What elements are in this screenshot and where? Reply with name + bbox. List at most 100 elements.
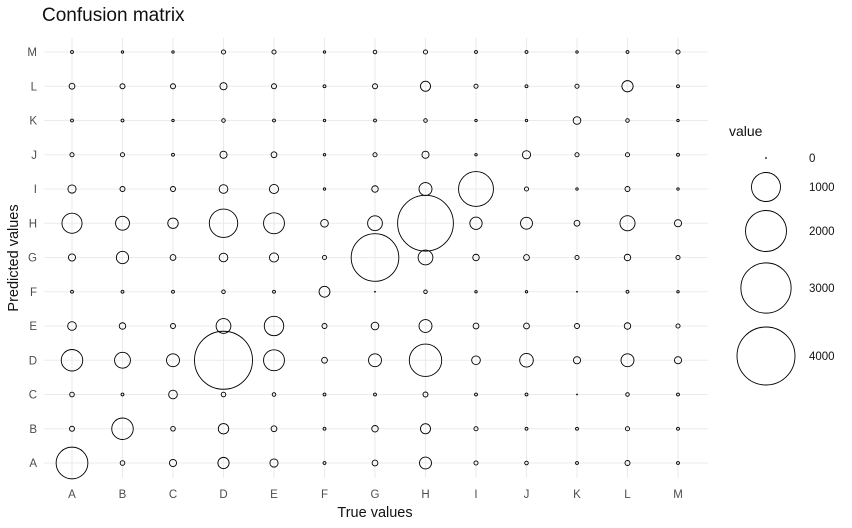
- bubble-m-b: [676, 426, 680, 431]
- bubble-b-a: [119, 460, 126, 466]
- x-tick-label: B: [119, 489, 127, 501]
- bubble-d-g: [218, 252, 229, 263]
- bubble-h-i: [418, 182, 433, 196]
- x-tick-label: H: [421, 489, 429, 501]
- bubble-b-c: [120, 392, 125, 397]
- bubble-d-h: [208, 208, 239, 238]
- x-tick-label: A: [68, 489, 76, 501]
- bubble-l-a: [624, 460, 631, 466]
- bubble-j-a: [524, 460, 529, 466]
- bubble-m-e: [675, 323, 681, 329]
- bubble-d-f: [221, 289, 226, 294]
- bubble-c-f: [171, 289, 175, 294]
- bubble-b-i: [119, 186, 126, 192]
- bubble-b-f: [120, 289, 125, 294]
- x-tick-label: J: [524, 489, 530, 501]
- bubble-b-h: [115, 215, 130, 231]
- bubble-i-i: [458, 171, 494, 207]
- y-tick-label: M: [27, 47, 37, 59]
- bubble-e-m: [271, 49, 277, 55]
- bubble-b-l: [119, 83, 126, 90]
- bubble-i-j: [474, 153, 478, 157]
- bubble-i-d: [471, 355, 481, 366]
- bubble-l-c: [625, 392, 630, 397]
- bubble-d-c: [220, 391, 227, 398]
- bubble-l-d: [620, 353, 635, 368]
- x-axis-title: True values: [337, 505, 412, 521]
- y-tick-label: G: [28, 253, 37, 265]
- bubble-f-l: [322, 84, 327, 89]
- bubble-g-f: [374, 290, 376, 293]
- legend-label: 4000: [809, 351, 835, 363]
- bubble-g-a: [371, 459, 379, 467]
- y-tick-label: A: [29, 458, 37, 470]
- bubble-h-c: [422, 391, 429, 398]
- bubble-c-m: [171, 50, 175, 54]
- bubble-j-g: [523, 254, 530, 261]
- bubble-h-g: [417, 249, 434, 266]
- bubble-h-e: [418, 319, 433, 333]
- bubble-j-d: [519, 352, 534, 368]
- bubble-e-j: [270, 151, 278, 159]
- y-tick-label: L: [31, 81, 38, 93]
- bubble-g-c: [373, 392, 377, 397]
- bubble-g-m: [372, 49, 378, 55]
- y-tick-label: F: [30, 287, 37, 299]
- bubble-j-e: [523, 322, 530, 330]
- bubble-d-j: [219, 150, 228, 159]
- bubble-g-l: [372, 83, 378, 90]
- bubble-i-k: [474, 118, 478, 123]
- legend-title: value: [729, 123, 763, 139]
- bubble-d-k: [221, 118, 226, 123]
- y-tick-label: C: [29, 390, 37, 402]
- bubble-d-d: [194, 330, 253, 390]
- bubble-f-h: [320, 218, 329, 228]
- bubble-e-d: [263, 349, 285, 372]
- bubble-e-c: [271, 392, 277, 397]
- bubble-m-f: [676, 290, 680, 294]
- bubble-k-d: [572, 356, 582, 365]
- y-tick-label: I: [34, 184, 37, 196]
- bubble-d-l: [219, 82, 228, 91]
- x-tick-label: C: [169, 489, 177, 501]
- y-tick-label: H: [29, 218, 37, 230]
- bubble-g-b: [371, 425, 379, 433]
- bubble-m-d: [673, 356, 683, 365]
- bubble-c-c: [168, 389, 178, 400]
- bubble-c-l: [170, 83, 176, 90]
- bubble-a-e: [67, 321, 77, 331]
- bubble-k-i: [575, 187, 579, 191]
- bubble-e-h: [263, 212, 285, 235]
- bubble-a-b: [69, 425, 75, 432]
- bubble-k-j: [574, 152, 580, 158]
- bubble-d-b: [217, 423, 230, 435]
- bubble-j-h: [520, 216, 533, 230]
- x-tick-label: L: [624, 489, 631, 501]
- bubble-i-l: [473, 83, 479, 89]
- bubble-k-f: [576, 290, 578, 293]
- bubble-g-e: [370, 321, 380, 331]
- bubble-f-j: [322, 153, 327, 157]
- x-tick-label: M: [673, 489, 683, 501]
- bubble-m-a: [676, 461, 680, 465]
- bubble-g-i: [371, 185, 379, 193]
- bubble-l-l: [621, 80, 634, 93]
- bubble-a-k: [70, 118, 74, 123]
- bubble-g-h: [367, 215, 383, 232]
- legend-key-3000: [740, 262, 792, 314]
- bubble-e-a: [269, 458, 279, 468]
- bubble-h-a: [419, 456, 432, 470]
- bubble-k-g: [574, 254, 580, 261]
- bubble-j-j: [521, 150, 532, 160]
- bubble-h-f: [423, 289, 428, 294]
- bubble-b-m: [120, 50, 125, 54]
- bubble-e-e: [263, 315, 285, 337]
- bubble-m-j: [676, 152, 680, 157]
- bubble-c-d: [166, 353, 180, 368]
- bubble-e-f: [272, 289, 276, 294]
- bubble-m-g: [675, 254, 681, 261]
- bubble-i-f: [474, 290, 478, 294]
- bubble-m-m: [675, 49, 681, 55]
- bubble-l-k: [625, 118, 630, 123]
- bubble-i-c: [474, 392, 478, 397]
